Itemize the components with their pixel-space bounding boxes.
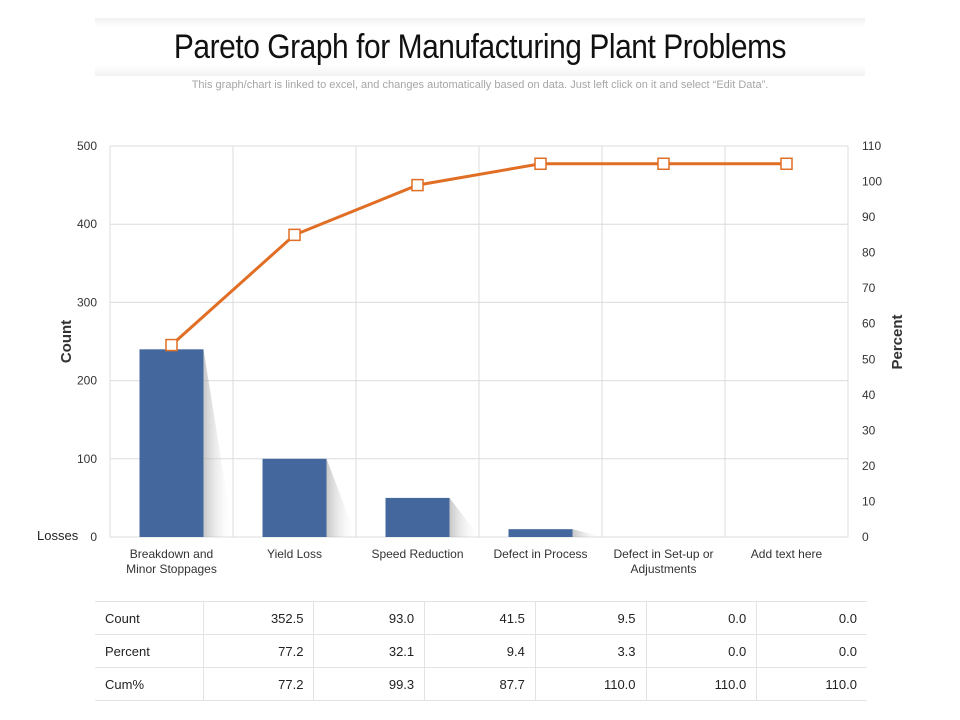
table-row: Percent 77.2 32.1 9.4 3.3 0.0 0.0 xyxy=(95,634,867,668)
y-tick-label: 0 xyxy=(90,530,97,544)
table-cell: 41.5 xyxy=(424,601,536,635)
x-tick-label: Defect in Set-up or xyxy=(613,547,713,561)
table-row: Count 352.5 93.0 41.5 9.5 0.0 0.0 xyxy=(95,601,867,635)
table-cell: 32.1 xyxy=(313,634,425,668)
y2-tick-label: 40 xyxy=(862,388,876,402)
table-cell: 0.0 xyxy=(645,634,757,668)
x-tick-label: Defect in Process xyxy=(493,547,587,561)
table-cell: 0.0 xyxy=(756,634,867,668)
table-cell: 110.0 xyxy=(534,667,647,701)
page-title: Pareto Graph for Manufacturing Plant Pro… xyxy=(173,28,787,66)
page-subtitle: This graph/chart is linked to excel, and… xyxy=(191,79,769,91)
bar-shadow xyxy=(326,458,357,537)
table-cell: 0.0 xyxy=(756,601,867,635)
x-tick-label: Add text here xyxy=(751,547,823,561)
table-cell: 93.0 xyxy=(313,601,425,635)
bar-shadow xyxy=(449,497,480,537)
y2-tick-label: 100 xyxy=(862,175,882,189)
line-marker[interactable] xyxy=(288,228,301,242)
x-tick-label: Breakdown and xyxy=(130,547,213,561)
y2-tick-label: 90 xyxy=(862,210,876,224)
x-tick-label: Minor Stoppages xyxy=(126,562,217,576)
cumulative-line xyxy=(170,162,787,347)
table-cell: 77.2 xyxy=(202,634,314,668)
line-marker[interactable] xyxy=(411,178,424,192)
bar-shadow xyxy=(572,529,603,537)
x-tick-label: Yield Loss xyxy=(267,547,322,561)
x-tick-label: Speed Reduction xyxy=(371,547,463,561)
line-marker[interactable] xyxy=(534,157,547,171)
y-tick-label: 400 xyxy=(77,217,97,231)
bar[interactable] xyxy=(508,529,573,537)
y-tick-label: 200 xyxy=(77,374,97,388)
y2-tick-label: 60 xyxy=(862,317,876,331)
row-label: Percent xyxy=(95,634,204,668)
line-marker[interactable] xyxy=(780,157,793,171)
x-tick-label: Adjustments xyxy=(630,562,696,576)
table-cell: 110.0 xyxy=(756,667,867,701)
y2-tick-label: 20 xyxy=(862,459,876,473)
pareto-chart[interactable]: 0 100 200 300 400 500 0 10 20 30 40 50 60 70 80 90 100 11… xyxy=(0,0,960,600)
bar[interactable] xyxy=(262,458,327,537)
y-tick-label: 100 xyxy=(77,452,97,466)
table-cell: 77.2 xyxy=(202,667,314,701)
table-cell: 352.5 xyxy=(202,601,314,635)
y2-axis-title: Percent xyxy=(889,314,906,369)
y-tick-label: 300 xyxy=(77,295,97,309)
bar[interactable] xyxy=(139,349,204,537)
bar-shadow xyxy=(203,349,234,537)
row-label: Cum% xyxy=(95,667,204,701)
table-cell: 3.3 xyxy=(534,634,647,668)
y2-tick-label: 30 xyxy=(862,423,876,437)
y-axis-title: Count xyxy=(58,320,75,363)
data-table: Count 352.5 93.0 41.5 9.5 0.0 0.0 Percent 77.2 32… xyxy=(95,601,867,701)
table-cell: 9.5 xyxy=(534,601,647,635)
table-cell: 99.3 xyxy=(313,667,425,701)
table-cell: 9.4 xyxy=(424,634,536,668)
y-tick-label: 500 xyxy=(77,139,97,153)
y2-tick-label: 10 xyxy=(862,494,876,508)
table-cell: 110.0 xyxy=(645,667,757,701)
line-marker[interactable] xyxy=(165,338,178,352)
y2-tick-label: 70 xyxy=(862,281,876,295)
y2-tick-label: 50 xyxy=(862,352,876,366)
table-row: Cum% 77.2 99.3 87.7 110.0 110.0 110.0 xyxy=(95,667,867,701)
table-cell: 87.7 xyxy=(424,667,536,701)
bar[interactable] xyxy=(385,497,450,537)
y2-tick-label: 110 xyxy=(862,139,881,153)
losses-label: Losses xyxy=(37,528,79,543)
y2-tick-label: 0 xyxy=(862,530,869,544)
y2-tick-label: 80 xyxy=(862,246,876,260)
line-marker[interactable] xyxy=(657,157,670,171)
row-label: Count xyxy=(95,601,204,635)
table-cell: 0.0 xyxy=(645,601,757,635)
title-band xyxy=(95,18,865,76)
